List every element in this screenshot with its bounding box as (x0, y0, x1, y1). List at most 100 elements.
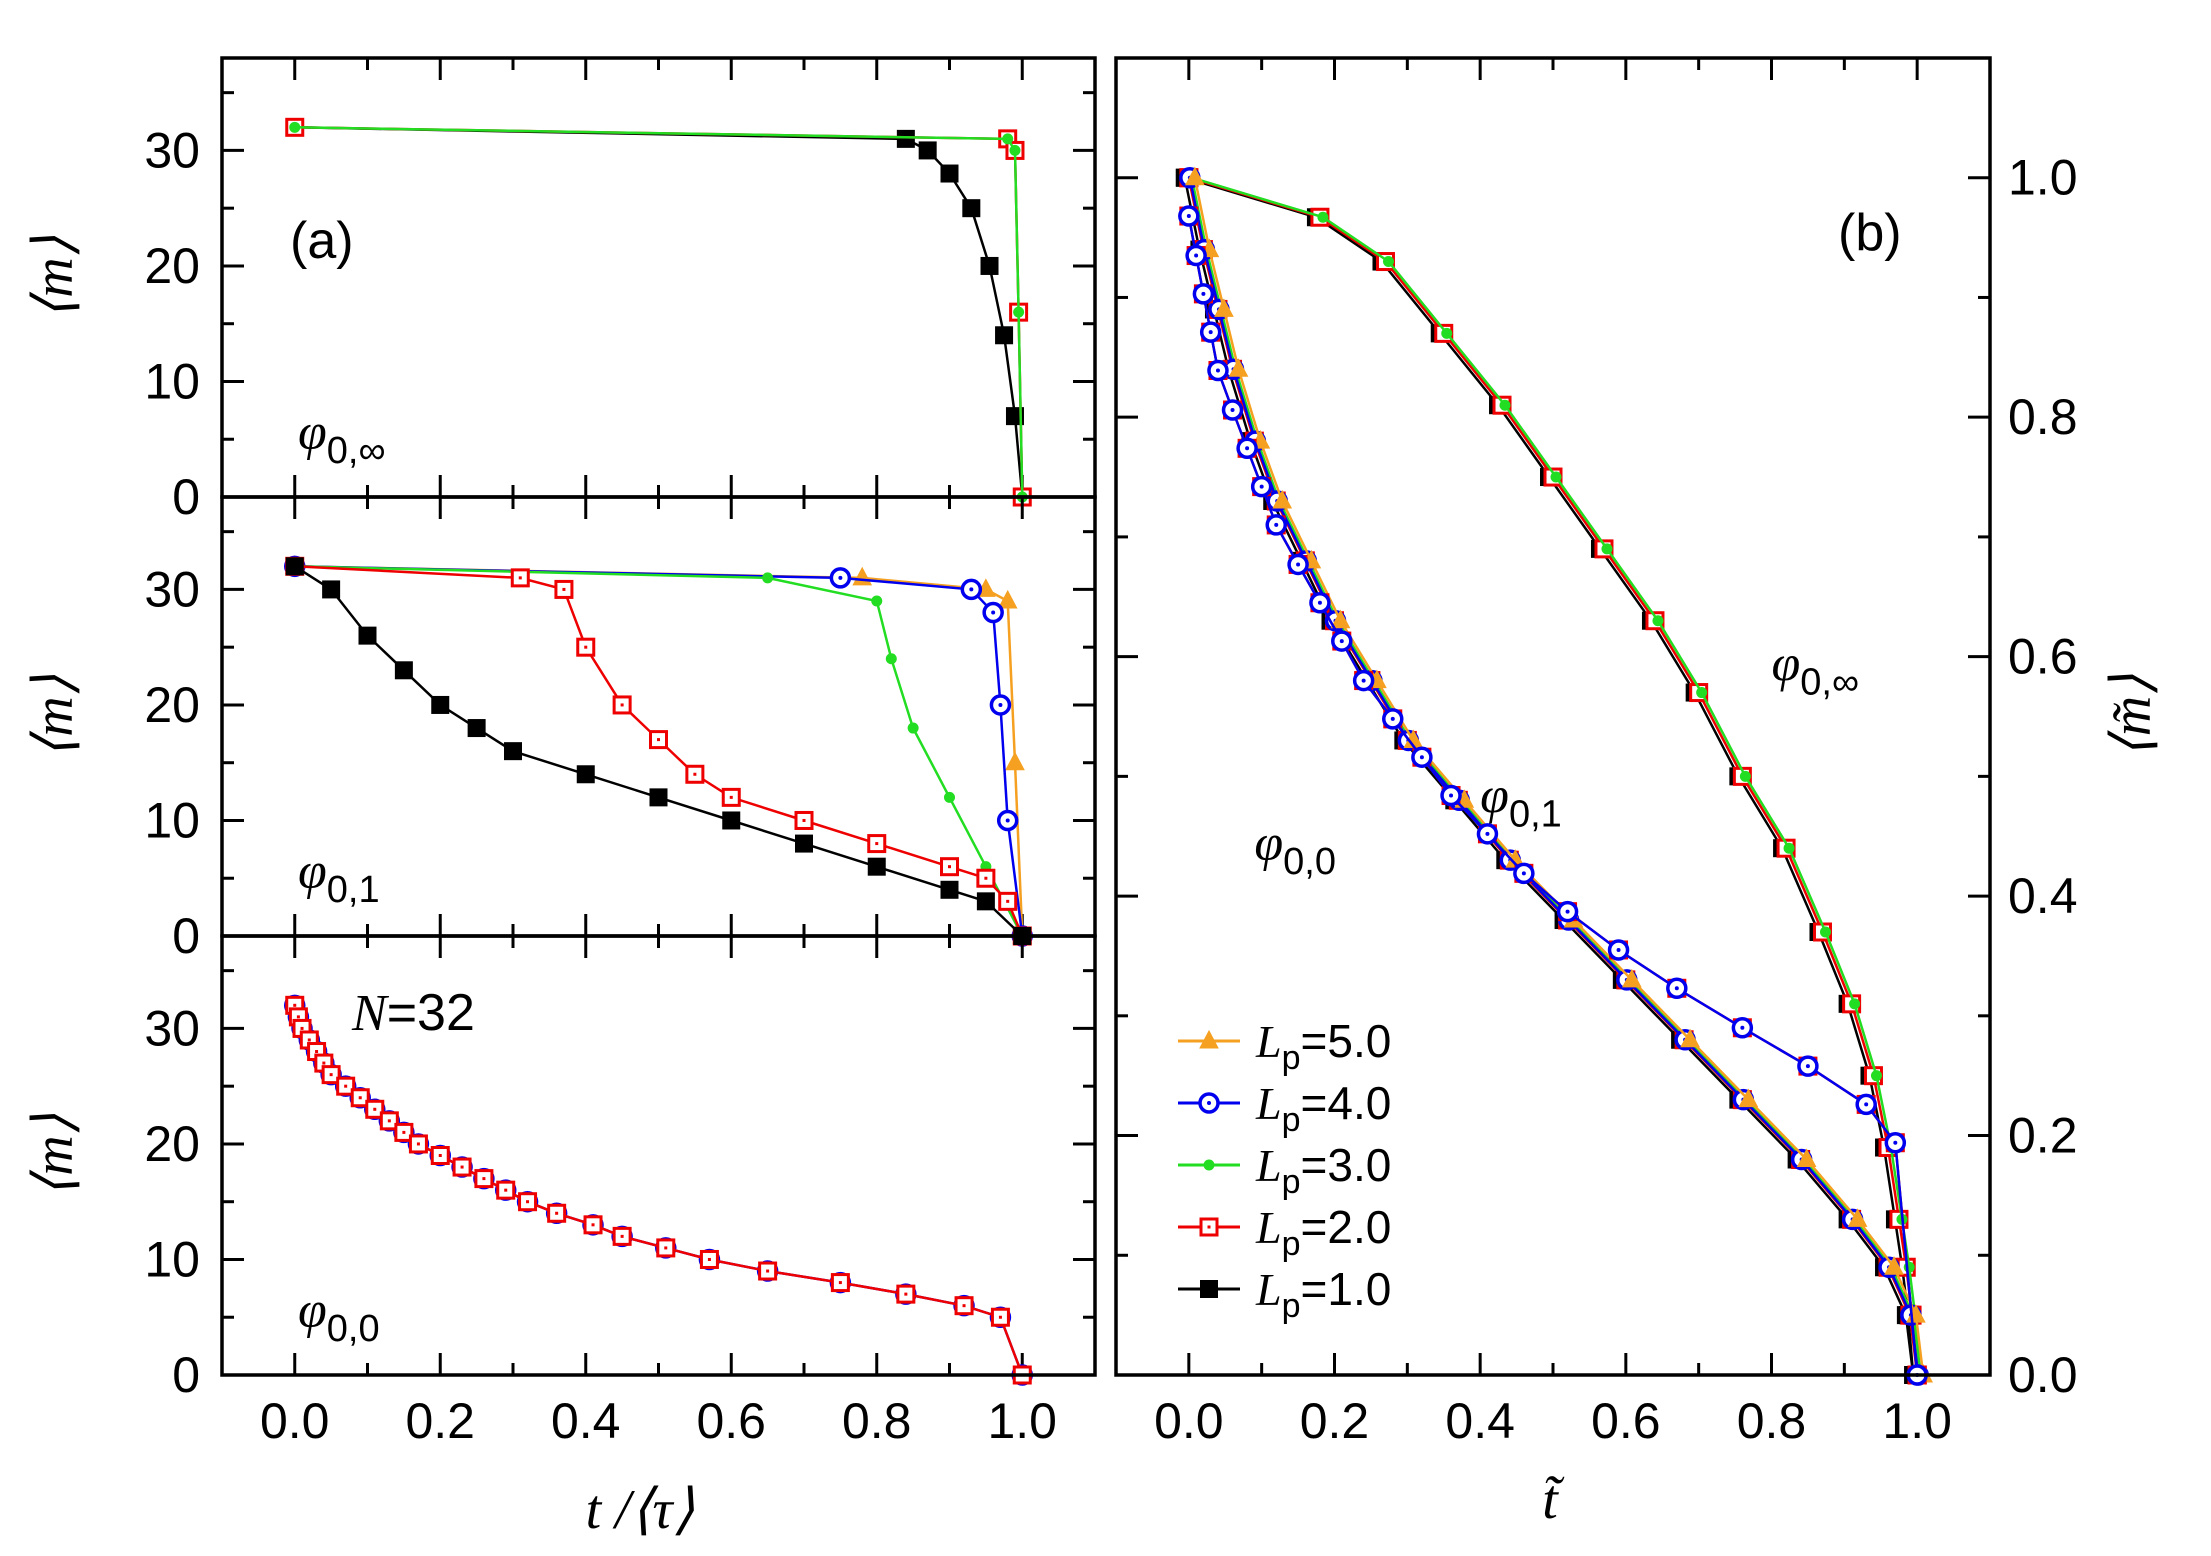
series-Lp-2-0-line (294, 126, 1024, 498)
series-Lp-2-0-point-15-center (482, 1177, 486, 1181)
series-Lp-1-0-point-12 (940, 880, 959, 899)
series-Lp-2-0-point-12-center (416, 1142, 420, 1146)
phi-symbol: φ (1480, 767, 1509, 824)
series-Lp-2-0-point-10-center (387, 1119, 391, 1123)
series-Lp-3-0-point-1 (1002, 133, 1014, 145)
b-zero-Lp-4-0-point-1-center (1194, 253, 1199, 258)
b-inf-Lp-3-0-point-13 (1870, 1070, 1882, 1082)
series-Lp-2-0-point-6-center (329, 1073, 333, 1077)
legend-value: =2.0 (1301, 1201, 1392, 1253)
y-tick-label: 30 (144, 122, 200, 178)
series-Lp-2-0-point-24-center (838, 1281, 842, 1285)
b-zero-Lp-4-0-point-8-center (1274, 522, 1279, 527)
b-one-Lp-5-0-point-16 (1796, 1148, 1817, 1167)
series-Lp-2-0-line (293, 1004, 1024, 1376)
series-Lp-2-0-point-9-center (373, 1107, 377, 1111)
b-zero-Lp-4-0-point-7-center (1259, 484, 1264, 489)
series-Lp-2-0-point-5-center (322, 1061, 326, 1065)
legend-symbol: L (1255, 1202, 1282, 1253)
series-Lp-2-0-point-7-center (344, 1084, 348, 1088)
b-one-Lp-5-0-point-18 (1884, 1256, 1904, 1275)
phi-subscript: 0,∞ (327, 430, 386, 472)
phi-symbol: φ (298, 843, 327, 900)
y-tick-label: 20 (144, 677, 200, 733)
series-Lp-3-0-point-2 (1009, 144, 1021, 156)
phi-symbol: φ (298, 1282, 327, 1339)
phi-subscript: 0,1 (1509, 793, 1562, 835)
b-zero-Lp-4-0-point-17-center (1521, 871, 1526, 876)
b-zero-Lp-4-0-point-5-center (1230, 407, 1235, 412)
y-tick-label: 30 (144, 561, 200, 617)
phi-annotation-b: φ0,1 (1480, 767, 1562, 835)
b-one-Lp-5-0-point-17 (1847, 1208, 1868, 1227)
y-axis-label: ⟨m⟩ (23, 674, 85, 758)
series-Lp-2-0-point-3-center (307, 1038, 311, 1042)
series-Lp-4-0-point-1-center (838, 575, 843, 580)
b-zero-Lp-4-0-point-20-center (1674, 986, 1679, 991)
legend-marker-center (1207, 1101, 1211, 1105)
b-one-Lp-5-0-point-5 (1272, 489, 1293, 509)
b-one-Lp-3-0-line (1190, 177, 1922, 1376)
b-inf-Lp-3-0-point-1 (1317, 211, 1329, 223)
b-zero-Lp-4-0-point-0-center (1186, 214, 1191, 219)
b-zero-Lp-4-0-point-14-center (1419, 755, 1424, 760)
series-Lp-3-0-point-4 (907, 722, 919, 734)
panel-a-1: 0 10 20 30 ⟨m⟩ φ0,1 (23, 495, 1097, 964)
y-tick-label: 20 (144, 1116, 200, 1172)
legend-symbol: L (1255, 1078, 1282, 1129)
series-Lp-2-0-point-18-center (555, 1211, 559, 1215)
b-zero-Lp-4-0-point-16-center (1485, 831, 1490, 836)
series-Lp-1-0-point-2 (918, 141, 937, 160)
series-Lp-1-0-point-10 (795, 834, 813, 853)
b-zero-Lp-4-0-point-22-center (1805, 1064, 1810, 1069)
series-Lp-2-0-point-1-center (518, 576, 522, 580)
y-axis-label: ⟨m⟩ (23, 235, 85, 319)
b-zero-Lp-4-0-point-13-center (1390, 716, 1395, 721)
y-axis-label-b: ⟨m̃⟩ (2101, 674, 2163, 758)
phi-symbol: φ (1772, 636, 1801, 693)
series-Lp-5-0-line (294, 565, 1024, 937)
phi-annotation-b: φ0,∞ (1772, 636, 1860, 704)
series-Lp-2-0-point-22-center (707, 1257, 711, 1261)
legend-marker (1200, 1280, 1218, 1298)
legend-entry: Lp=4.0 (1255, 1077, 1391, 1139)
series-Lp-4-0-point-3-center (991, 610, 996, 615)
legend-symbol: L (1255, 1016, 1282, 1067)
x-tick-label-b: 0.8 (1737, 1393, 1807, 1449)
legend-symbol: L (1255, 1140, 1282, 1191)
x-tick-label-a: 0.2 (405, 1393, 475, 1449)
series-Lp-2-0-point-16-center (504, 1188, 508, 1192)
b-inf-Lp-3-0-point-12 (1849, 998, 1861, 1010)
series-Lp-2-0-point-13-center (438, 1154, 442, 1157)
x-tick-label-a: 1.0 (987, 1393, 1057, 1449)
legend-entry: Lp=2.0 (1255, 1201, 1391, 1263)
phi-subscript: 0,0 (1283, 841, 1336, 883)
series-Lp-2-0-point-8-center (802, 818, 806, 822)
b-zero-Lp-4-0-point-3-center (1208, 330, 1213, 335)
series-Lp-2-0-point-5-center (657, 738, 660, 742)
legend-marker-center (1207, 1225, 1211, 1229)
y-tick-label: 0 (172, 1347, 200, 1403)
series-Lp-2-0-point-23-center (766, 1269, 770, 1273)
series-Lp-2-0-point-11-center (402, 1130, 406, 1134)
n-symbol: N (351, 985, 390, 1042)
phi-annotation: φ0,∞ (298, 404, 386, 472)
series-Lp-2-0-point-27-center (998, 1315, 1002, 1319)
series-Lp-3-0-point-0 (289, 121, 301, 133)
legend-value: =4.0 (1301, 1077, 1392, 1129)
series-Lp-2-0-point-20-center (620, 1234, 624, 1238)
b-one-Lp-5-0-line (1193, 177, 1925, 1376)
series-Lp-2-0-line (294, 565, 1024, 937)
x-tick-label-a: 0.8 (842, 1393, 912, 1449)
x-tick-label-b: 0.2 (1300, 1393, 1370, 1449)
series-Lp-2-0-point-25-center (904, 1292, 908, 1296)
x-tick-label-b: 0.0 (1154, 1393, 1224, 1449)
y-tick-label-b: 0.8 (2008, 389, 2078, 445)
y-tick-label-b: 1.0 (2008, 150, 2078, 206)
series-Lp-1-0-point-0 (285, 557, 304, 576)
series-Lp-4-0-point-2-center (969, 587, 974, 592)
b-one-Lp-5-0-point-2 (1214, 298, 1234, 317)
series-Lp-3-0-line (294, 565, 1024, 937)
b-one-Lp-5-0-point-14 (1680, 1028, 1700, 1048)
